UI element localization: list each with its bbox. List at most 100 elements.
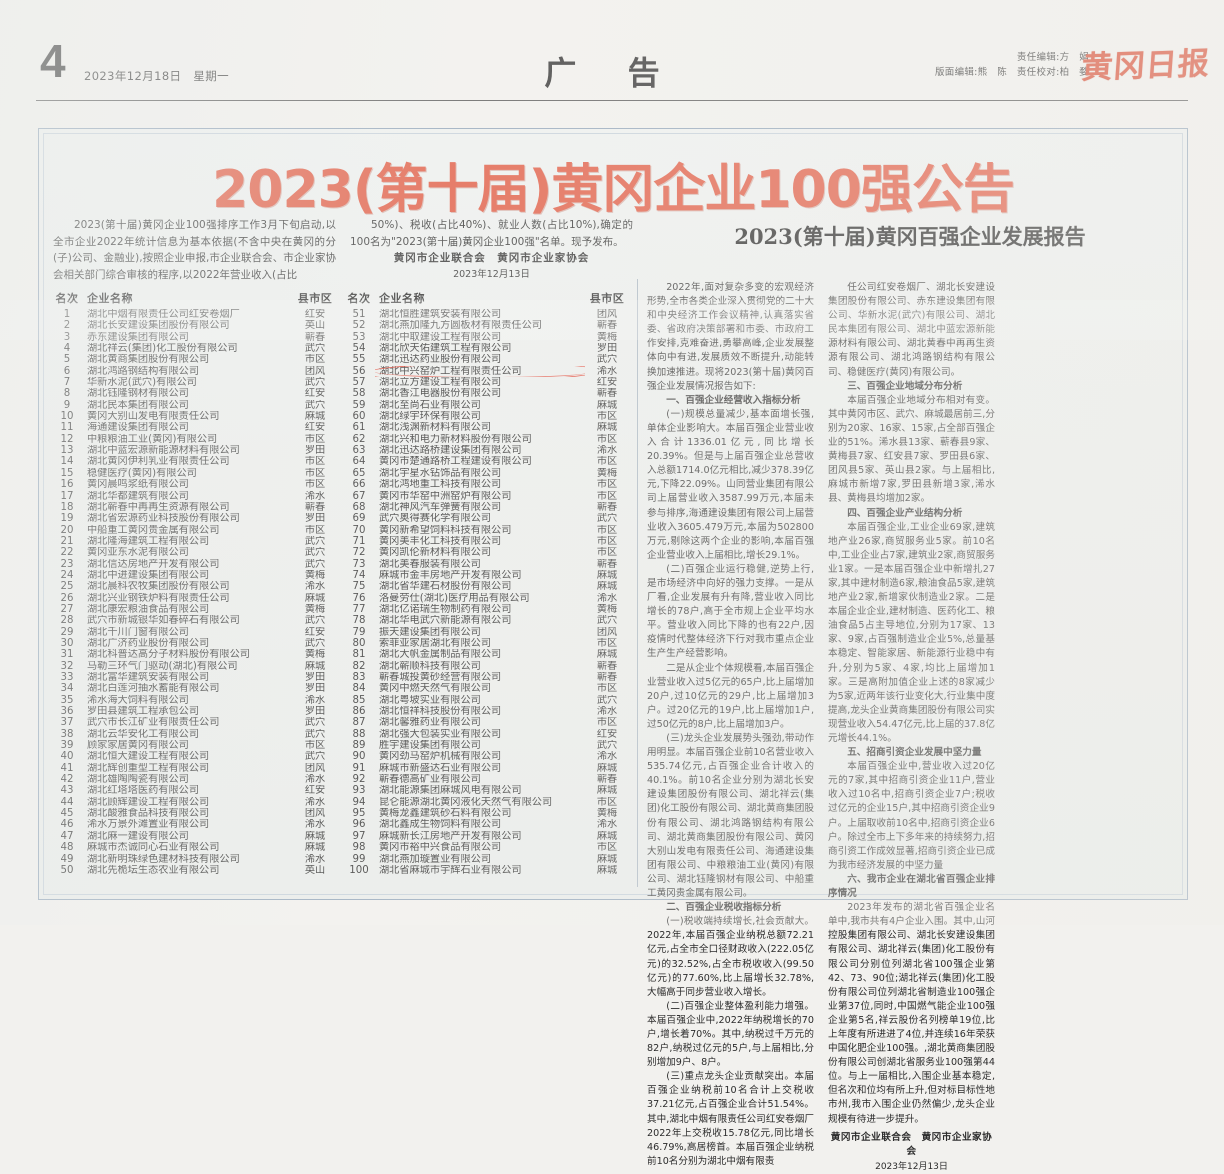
- cell-company-name: 中船重工黄冈贵金属有限公司: [87, 524, 220, 536]
- table-row: 16 黄冈晨鸣浆纸有限公司 市区: [51, 479, 337, 490]
- table-row: 87 湖北馨雅药业有限公司 市区: [343, 717, 629, 728]
- table-row: 19 湖北省宏源药业科技股份有限公司 罗田: [51, 513, 337, 524]
- table-row: 7 华新水泥(武穴)有限公司 武穴: [51, 377, 337, 388]
- cell-rank: 22: [60, 547, 74, 559]
- cell-company-name: 湖北浅渊新材料有限公司: [379, 422, 492, 434]
- cell-company-name: 湖北华电武穴新能源有限公司: [379, 615, 512, 627]
- table-row: 29 湖北千川门窗有限公司 红安: [51, 627, 337, 638]
- cell-company-name: 湖北麻一建设有限公司: [87, 830, 189, 842]
- cell-rank: 52: [352, 320, 366, 332]
- cell-rank: 79: [352, 626, 366, 638]
- cell-rank: 60: [352, 411, 366, 423]
- table-row: 100 湖北省麻城市宇辉石业有限公司 麻城: [343, 865, 629, 876]
- table-row: 27 湖北康宏粮油食品有限公司 黄梅: [51, 604, 337, 615]
- cell-area: 蕲春: [304, 331, 326, 343]
- cell-company-name: 湖北康宏粮油食品有限公司: [87, 603, 210, 615]
- cell-company-name: 麻城新长江房地产开发有限公司: [379, 830, 522, 842]
- cell-area: 市区: [304, 740, 326, 752]
- cell-area: 浠水: [304, 819, 326, 831]
- report-paragraph: 2022年,面对复杂多变的宏观经济形势,全市各类企业深入贯彻党的二十大和中央经济…: [647, 282, 814, 392]
- cell-area: 蕲春: [596, 672, 618, 683]
- cell-rank: 28: [60, 615, 74, 627]
- cell-rank: 10: [60, 411, 74, 423]
- cell-rank: 83: [352, 672, 366, 683]
- cell-company-name: 湖北辉创重型工程有限公司: [87, 762, 210, 774]
- page-masthead: 4 2023年12月18日 星期一 广 告 责任编辑:方 娟 版面编辑:熊 陈 …: [0, 0, 1224, 105]
- cell-area: 黄梅: [596, 331, 618, 343]
- table-row: 4 湖北祥云(集团)化工股份有限公司 武穴: [51, 343, 337, 354]
- cell-area: 市区: [596, 717, 618, 729]
- cell-company-name: 麻城市金丰房地产开发有限公司: [379, 569, 522, 581]
- announcement-panel: 2023(第十届)黄冈企业100强公告 2023(第十届)黄冈企业100强排序工…: [38, 128, 1188, 1172]
- table-row: 44 湖北顾辉建设工程有限公司 浠水: [51, 797, 337, 808]
- cell-area: 武穴: [304, 377, 326, 389]
- cell-area: 市区: [596, 535, 618, 547]
- cell-company-name: 振天建设集团有限公司: [379, 626, 481, 638]
- header-name: 企业名称: [87, 292, 133, 305]
- cell-rank: 68: [352, 501, 366, 513]
- cell-company-name: 罗田县建筑工程承包公司: [87, 706, 200, 718]
- cell-rank: 99: [352, 853, 366, 865]
- cell-area: 麻城: [596, 785, 618, 797]
- table-row: 11 海通建设集团有限公司 红安: [51, 422, 337, 433]
- table-row: 94 昆仑能源湖北黄冈液化天然气有限公司 市区: [343, 797, 629, 808]
- cell-company-name: 黄冈中燃天然气有限公司: [379, 683, 492, 695]
- cell-area: 红安: [596, 377, 618, 389]
- table-row: 99 湖北燕加璇置业有限公司 麻城: [343, 854, 629, 865]
- table-row: 40 湖北恒大建设工程有限公司 武穴: [51, 751, 337, 762]
- table-row: 38 湖北云华安化工有限公司 武穴: [51, 729, 337, 740]
- report-title: 2023(第十届)黄冈百强企业发展报告: [734, 224, 1086, 249]
- cell-area: 武穴: [304, 535, 326, 547]
- cell-area: 团风: [304, 365, 326, 377]
- cell-area: 麻城: [596, 569, 618, 581]
- table-header-row: 名次 企业名称 县市区: [51, 289, 337, 309]
- cell-company-name: 湖北兴业钢铁炉料有限责任公司: [87, 592, 230, 604]
- cell-company-name: 湖北恒胜建筑安装有限公司: [379, 309, 502, 320]
- cell-rank: 82: [352, 660, 366, 672]
- cell-rank: 55: [352, 354, 366, 366]
- table-row: 78 湖北华电武穴新能源有限公司 武穴: [343, 615, 629, 626]
- table-row: 25 湖北晨科农牧集团股份有限公司 浠水: [51, 581, 337, 592]
- table-row: 81 湖北大帆金属制品有限公司 麻城: [343, 649, 629, 660]
- header-area: 县市区: [589, 292, 625, 305]
- cell-company-name: 黄冈劲马窑炉机械有限公司: [379, 751, 502, 763]
- table-row: 33 湖北富华建筑安装有限公司 罗田: [51, 672, 337, 683]
- cell-area: 红安: [304, 309, 326, 320]
- cell-rank: 38: [60, 728, 74, 740]
- cell-company-name: 湖北欣天佑建筑工程有限公司: [379, 343, 512, 355]
- table-row: 17 湖北华都建筑有限公司 浠水: [51, 491, 337, 502]
- table-row: 35 浠水海大饲料有限公司 浠水: [51, 695, 337, 706]
- cell-area: 浠水: [304, 853, 326, 865]
- cell-company-name: 湖北中蓝宏源新能源材料有限公司: [87, 445, 240, 457]
- table-row: 66 湖北鸿地重工科技有限公司 市区: [343, 479, 629, 490]
- cell-company-name: 湖北迅达药业股份有限公司: [379, 354, 502, 366]
- table-row: 54 湖北欣天佑建筑工程有限公司 罗田: [343, 343, 629, 354]
- ranking-table-right: 名次 企业名称 县市区 51 湖北恒胜建筑安装有限公司 团风 52 湖北燕加隆九方圆板材…: [343, 289, 629, 887]
- cell-area: 武穴: [596, 513, 618, 525]
- masthead-divider: [36, 100, 1188, 101]
- cell-rank: 50: [60, 864, 74, 876]
- table-row: 68 湖北神风汽车弹簧有限公司 蕲春: [343, 502, 629, 513]
- cell-rank: 25: [60, 581, 74, 593]
- cell-rank: 98: [352, 842, 366, 854]
- cell-area: 武穴: [596, 615, 618, 627]
- cell-company-name: 胜宇建设集团有限公司: [379, 740, 481, 752]
- cell-rank: 88: [352, 728, 366, 740]
- cell-company-name: 稳健医疗(黄冈)有限公司: [87, 467, 197, 479]
- cell-rank: 2: [63, 320, 71, 332]
- table-row: 15 稳健医疗(黄冈)有限公司 市区: [51, 468, 337, 479]
- cell-area: 麻城: [304, 660, 326, 672]
- report-signoff: 黄冈市企业联合会 黄冈市企业家协会: [830, 1131, 993, 1157]
- cell-rank: 64: [352, 456, 366, 468]
- cell-area: 团风: [596, 626, 618, 638]
- cell-rank: 19: [60, 513, 74, 525]
- cell-rank: 74: [352, 569, 366, 581]
- cell-area: 市区: [596, 547, 618, 559]
- cell-area: 市区: [304, 524, 326, 536]
- cell-rank: 5: [63, 354, 71, 366]
- table-row: 79 振天建设集团有限公司 团风: [343, 627, 629, 638]
- cell-area: 麻城: [596, 581, 618, 593]
- table-row: 53 湖北中取建设工程有限公司 黄梅: [343, 332, 629, 343]
- table-row: 73 湖北美春服装有限公司 蕲春: [343, 559, 629, 570]
- cell-company-name: 湖北千川门窗有限公司: [87, 626, 189, 638]
